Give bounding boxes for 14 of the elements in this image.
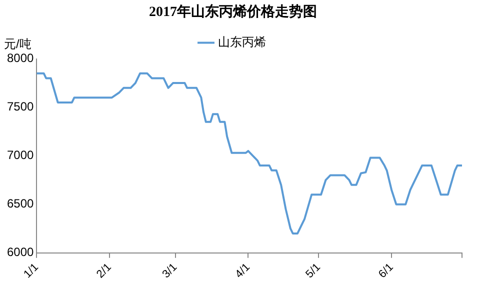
legend-label: 山东丙烯 xyxy=(218,35,266,50)
y-tick-label: 6000 xyxy=(6,245,34,260)
x-tick-label: 3/1 xyxy=(160,261,180,281)
y-tick-label: 6500 xyxy=(6,196,34,211)
y-axis-title: 元/吨 xyxy=(4,37,32,52)
x-tick-label: 6/1 xyxy=(376,261,396,281)
x-tick-label: 1/1 xyxy=(22,261,41,281)
y-tick-label: 7500 xyxy=(6,100,34,114)
y-tick-label: 7000 xyxy=(6,148,34,162)
x-tick-label: 4/1 xyxy=(233,261,252,281)
y-tick-label: 8000 xyxy=(6,51,34,66)
chart-title: 2017年山东丙烯价格走势图 xyxy=(149,3,317,20)
x-tick-label: 5/1 xyxy=(304,261,323,281)
x-tick-label: 2/1 xyxy=(94,261,114,281)
